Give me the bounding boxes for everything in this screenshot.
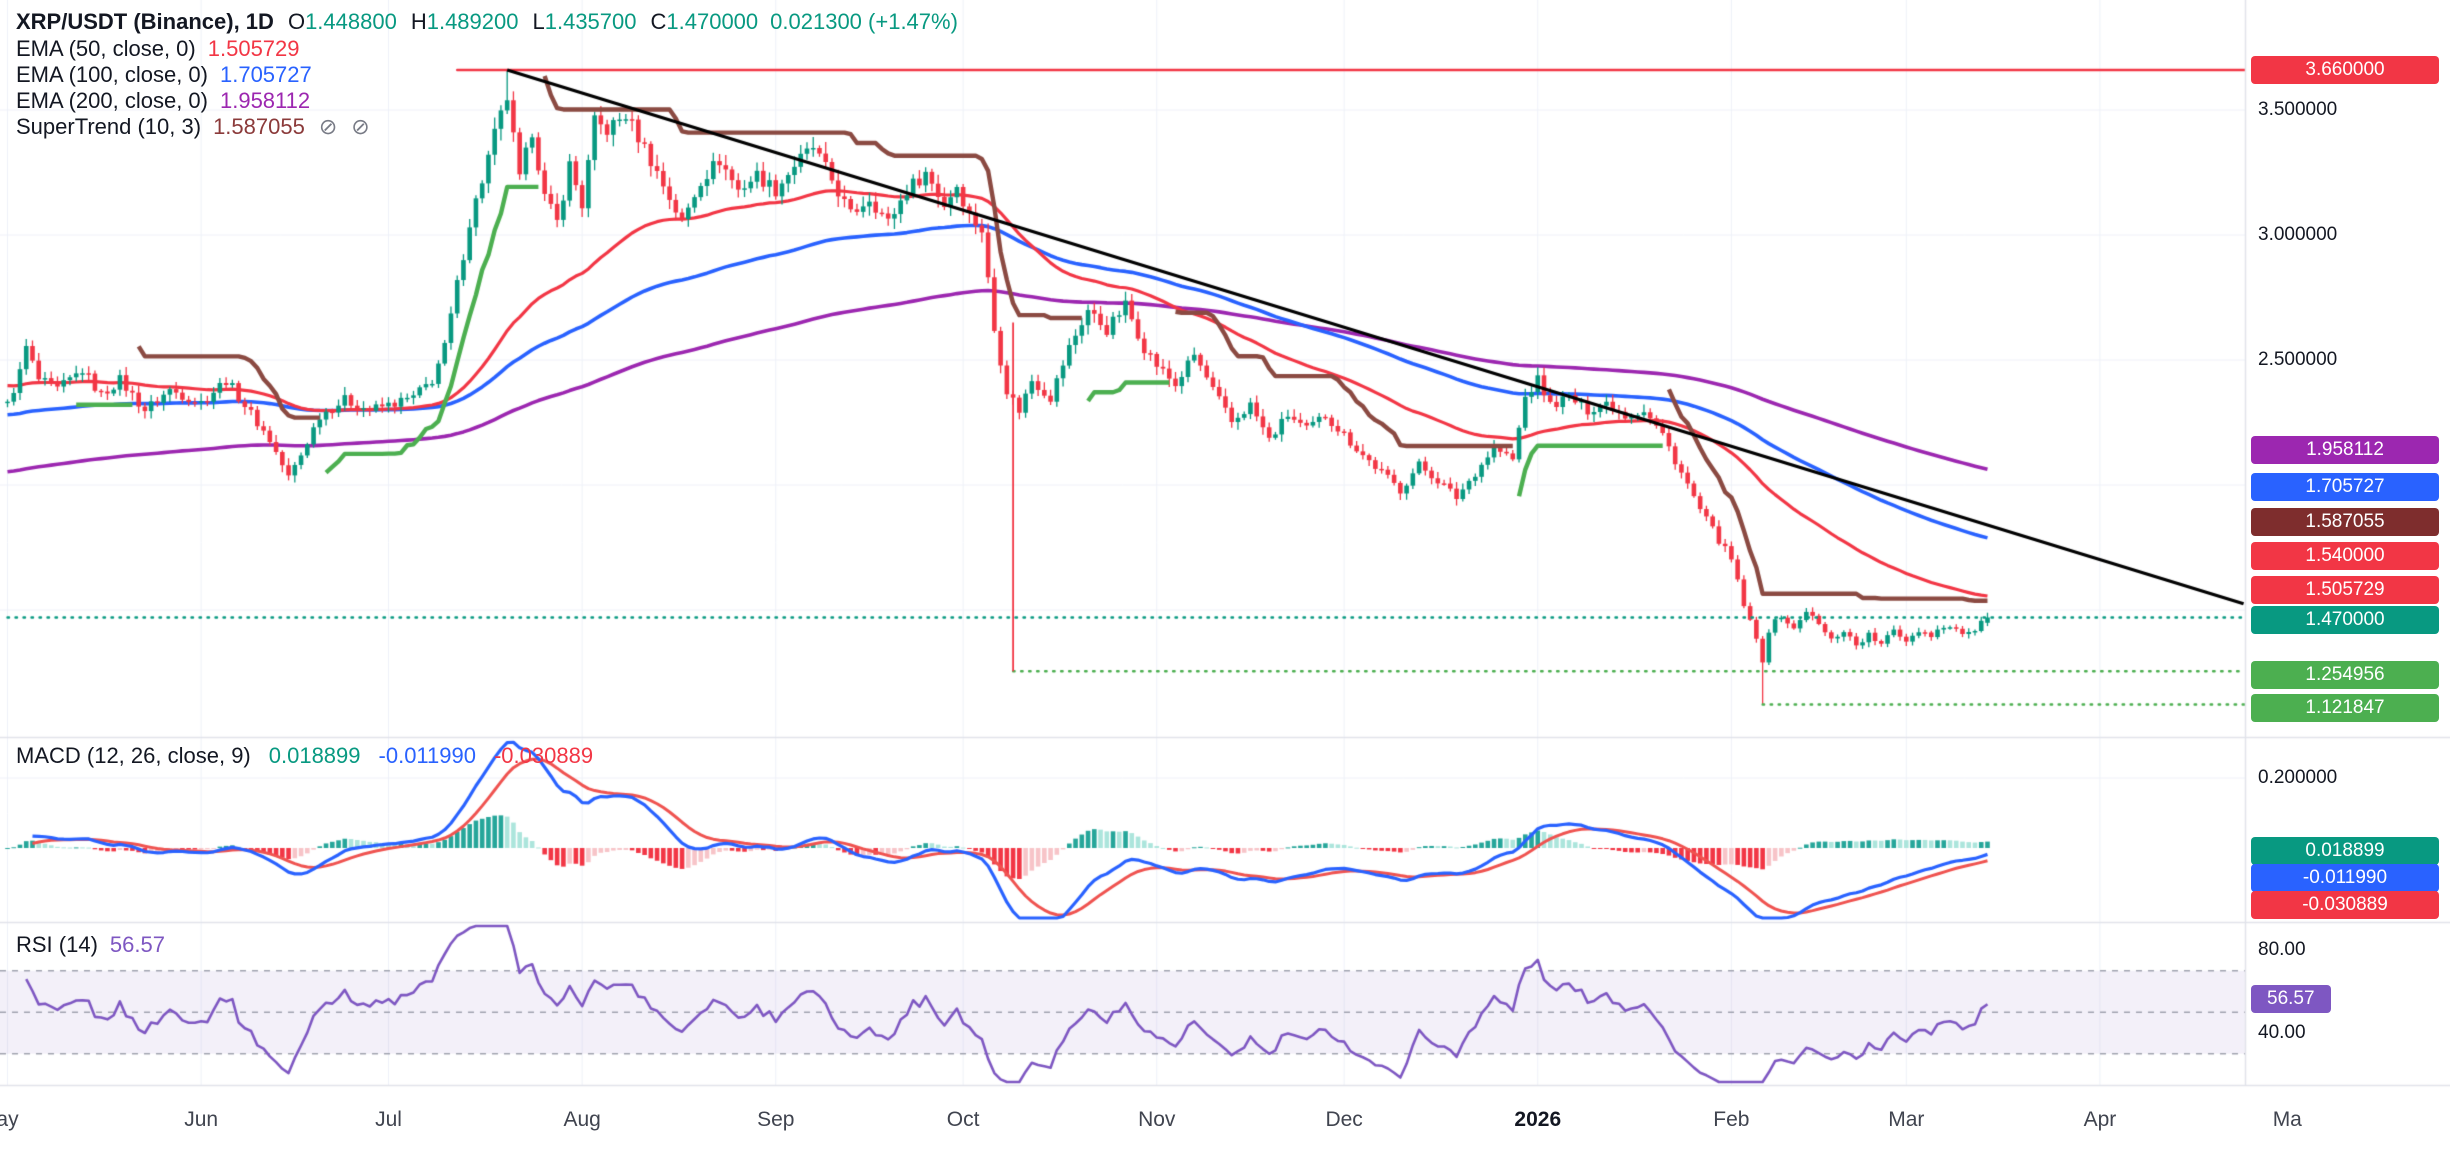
- chart-canvas[interactable]: [0, 0, 2450, 1156]
